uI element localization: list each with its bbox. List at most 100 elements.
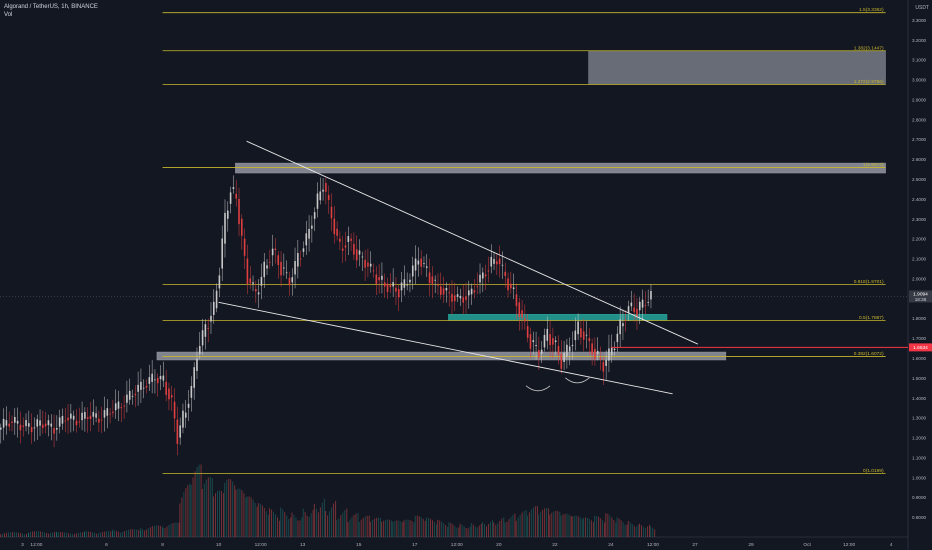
candle-body	[616, 333, 619, 343]
volume-bar	[542, 509, 544, 537]
volume-bar	[114, 530, 116, 537]
volume-bar	[80, 532, 82, 537]
volume-bar	[228, 478, 230, 537]
volume-bar	[243, 493, 245, 537]
candle-body	[243, 238, 246, 256]
chart-header: Algorand / TetherUS, 1h, BINANCE Vol	[4, 3, 98, 19]
volume-bar	[203, 483, 205, 537]
x-tick-label: 12:00	[843, 542, 855, 548]
volume-bar	[492, 520, 494, 537]
candle-body	[423, 263, 425, 264]
candle-body	[75, 420, 78, 426]
volume-bar	[469, 526, 471, 537]
volume-bar	[128, 529, 130, 537]
candle-body	[571, 344, 574, 347]
volume-bar	[329, 511, 331, 537]
volume-bar	[418, 516, 420, 537]
volume-bar	[454, 526, 456, 537]
volume-bar	[205, 479, 207, 537]
candle-body	[98, 418, 100, 423]
volume-bar	[366, 515, 368, 537]
volume-bar	[50, 533, 52, 537]
volume-bar	[256, 506, 258, 537]
volume-bar	[488, 524, 490, 537]
volume-bar	[546, 507, 548, 537]
volume-bar	[30, 531, 32, 537]
candle-body	[462, 297, 465, 303]
candle-body	[269, 261, 271, 263]
volume-bar	[198, 464, 200, 537]
volume-bar	[226, 480, 228, 537]
volume-bar	[508, 519, 510, 537]
candle-body	[229, 192, 232, 204]
volume-bar	[342, 512, 344, 537]
candle-body	[95, 413, 97, 418]
candle-body	[33, 427, 36, 429]
volume-label: Vol	[4, 12, 13, 18]
candle-body	[56, 428, 58, 430]
candle-body	[193, 367, 195, 388]
trendline	[246, 140, 698, 345]
volume-bar	[279, 520, 281, 537]
volume-bar	[187, 485, 189, 537]
volume-bar	[263, 508, 265, 537]
candle-body	[89, 415, 92, 420]
volume-bar	[526, 515, 528, 537]
volume-bar	[510, 516, 512, 537]
volume-bar	[248, 496, 250, 537]
volume-bar	[18, 532, 19, 537]
candle-body	[109, 413, 111, 415]
volume-bar	[201, 488, 203, 537]
volume-bar	[110, 531, 112, 537]
candle-body	[148, 377, 151, 384]
volume-bar	[568, 514, 570, 537]
candle-body	[367, 262, 369, 267]
candle-body	[644, 304, 647, 306]
volume-bar	[371, 519, 373, 537]
volume-bar	[532, 507, 534, 537]
volume-bar	[315, 508, 317, 537]
candle-body	[552, 338, 554, 345]
candle-body	[512, 287, 515, 290]
volume-bar	[124, 531, 126, 537]
volume-bar	[261, 505, 263, 537]
candle-body	[210, 315, 212, 322]
candle-body	[151, 373, 153, 382]
currency-label: USDT	[915, 5, 929, 11]
volume-bar	[441, 521, 443, 537]
candle-body	[493, 258, 495, 264]
y-tick-label: 2.4000	[912, 197, 926, 202]
candle-body	[470, 288, 473, 295]
candle-body	[86, 417, 89, 419]
candle-body	[78, 421, 81, 423]
volume-bar	[78, 532, 80, 537]
volume-bar	[156, 525, 158, 537]
volume-bar	[553, 511, 555, 537]
volume-bar	[331, 507, 333, 537]
volume-bar	[112, 531, 114, 537]
volume-bar	[420, 517, 422, 537]
volume-bar	[437, 519, 439, 537]
volume-bar	[46, 533, 48, 537]
y-tick-label: 1.3000	[912, 416, 926, 421]
candle-body	[182, 410, 184, 428]
candle-body	[375, 274, 378, 284]
volume-bar	[269, 508, 271, 537]
volume-bar	[304, 511, 306, 537]
volume-bar	[416, 515, 418, 537]
candle-body	[72, 415, 75, 420]
volume-bar	[443, 523, 445, 537]
volume-bar	[433, 522, 435, 537]
volume-bar	[351, 516, 353, 537]
candle-body	[246, 258, 249, 284]
volume-bar	[250, 497, 252, 537]
volume-bar	[241, 490, 243, 537]
volume-bar	[523, 510, 525, 537]
volume-bar	[142, 529, 144, 537]
candle-body	[294, 261, 296, 275]
volume-bar	[637, 524, 639, 537]
x-tick-label: 10	[216, 542, 222, 548]
x-tick-label: 22	[552, 542, 558, 548]
candle-body	[319, 191, 322, 201]
